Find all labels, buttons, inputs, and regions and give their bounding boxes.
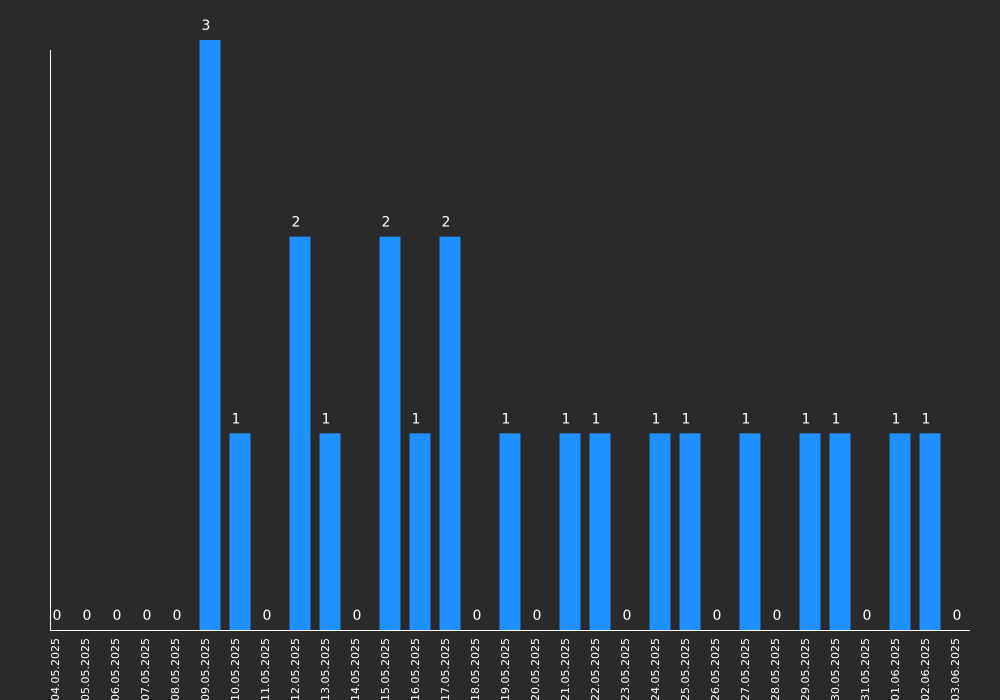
x-tick-label: 03.06.2025 [949, 638, 962, 700]
x-tick-label: 27.05.2025 [739, 638, 752, 700]
x-tick-label: 28.05.2025 [769, 638, 782, 700]
x-tick-label: 08.05.2025 [169, 638, 182, 700]
x-tick-label: 06.05.2025 [109, 638, 122, 700]
x-tick-label: 21.05.2025 [559, 638, 572, 700]
value-label-18.05.2025: 0 [473, 608, 482, 624]
x-tick-label: 24.05.2025 [649, 638, 662, 700]
x-tick-label: 17.05.2025 [439, 638, 452, 700]
x-tick-label: 02.06.2025 [919, 638, 932, 700]
x-tick-label: 26.05.2025 [709, 638, 722, 700]
x-tick-label: 04.05.2025 [49, 638, 62, 700]
value-label-28.05.2025: 0 [773, 608, 782, 624]
bar-21.05.2025 [559, 433, 581, 630]
value-label-02.06.2025: 1 [922, 411, 931, 427]
bar-27.05.2025 [739, 433, 761, 630]
bars-group [199, 40, 941, 630]
value-label-20.05.2025: 0 [533, 608, 542, 624]
bar-19.05.2025 [499, 433, 521, 630]
value-label-27.05.2025: 1 [742, 411, 751, 427]
value-label-15.05.2025: 2 [382, 215, 391, 231]
value-label-29.05.2025: 1 [802, 411, 811, 427]
value-label-08.05.2025: 0 [173, 608, 182, 624]
bar-10.05.2025 [229, 433, 251, 630]
x-tick-label: 15.05.2025 [379, 638, 392, 700]
bar-29.05.2025 [799, 433, 821, 630]
value-label-26.05.2025: 0 [713, 608, 722, 624]
bar-25.05.2025 [679, 433, 701, 630]
value-label-04.05.2025: 0 [53, 608, 62, 624]
value-label-12.05.2025: 2 [292, 215, 301, 231]
x-tick-label: 20.05.2025 [529, 638, 542, 700]
x-tick-label: 09.05.2025 [199, 638, 212, 700]
value-label-22.05.2025: 1 [592, 411, 601, 427]
bar-24.05.2025 [649, 433, 671, 630]
x-tick-label: 12.05.2025 [289, 638, 302, 700]
x-tick-label: 19.05.2025 [499, 638, 512, 700]
value-label-14.05.2025: 0 [353, 608, 362, 624]
value-label-16.05.2025: 1 [412, 411, 421, 427]
value-label-06.05.2025: 0 [113, 608, 122, 624]
bar-22.05.2025 [589, 433, 611, 630]
value-label-23.05.2025: 0 [623, 608, 632, 624]
x-tick-label: 25.05.2025 [679, 638, 692, 700]
value-label-24.05.2025: 1 [652, 411, 661, 427]
x-tick-label: 23.05.2025 [619, 638, 632, 700]
x-tick-label: 11.05.2025 [259, 638, 272, 700]
x-tick-label: 05.05.2025 [79, 638, 92, 700]
value-label-21.05.2025: 1 [562, 411, 571, 427]
x-tick-label: 30.05.2025 [829, 638, 842, 700]
value-label-09.05.2025: 3 [202, 18, 211, 34]
x-tick-label: 29.05.2025 [799, 638, 812, 700]
bar-15.05.2025 [379, 236, 401, 630]
bar-16.05.2025 [409, 433, 431, 630]
value-label-30.05.2025: 1 [832, 411, 841, 427]
value-label-17.05.2025: 2 [442, 215, 451, 231]
bar-30.05.2025 [829, 433, 851, 630]
x-tick-label: 01.06.2025 [889, 638, 902, 700]
x-tick-label: 10.05.2025 [229, 638, 242, 700]
bar-02.06.2025 [919, 433, 941, 630]
bar-13.05.2025 [319, 433, 341, 630]
bar-01.06.2025 [889, 433, 911, 630]
x-tick-labels-group: 04.05.2025 05.05.2025 06.05.2025 07.05.2025… [49, 638, 962, 700]
value-label-13.05.2025: 1 [322, 411, 331, 427]
x-tick-label: 22.05.2025 [589, 638, 602, 700]
x-tick-label: 07.05.2025 [139, 638, 152, 700]
x-tick-label: 13.05.2025 [319, 638, 332, 700]
bar-17.05.2025 [439, 236, 461, 630]
value-label-19.05.2025: 1 [502, 411, 511, 427]
bar-12.05.2025 [289, 236, 311, 630]
bar-09.05.2025 [199, 40, 221, 630]
value-label-10.05.2025: 1 [232, 411, 241, 427]
value-labels-group: 0 0 0 0 0 3 1 0 2 1 0 2 1 2 0 1 0 1 1 0 1 1 0 1 0 1 1 0 1 1 0 [53, 18, 962, 624]
value-label-01.06.2025: 1 [892, 411, 901, 427]
value-label-05.05.2025: 0 [83, 608, 92, 624]
value-label-03.06.2025: 0 [953, 608, 962, 624]
value-label-11.05.2025: 0 [263, 608, 272, 624]
x-tick-label: 14.05.2025 [349, 638, 362, 700]
x-tick-label: 18.05.2025 [469, 638, 482, 700]
x-tick-label: 16.05.2025 [409, 638, 422, 700]
value-label-25.05.2025: 1 [682, 411, 691, 427]
value-label-31.05.2025: 0 [863, 608, 872, 624]
value-label-07.05.2025: 0 [143, 608, 152, 624]
x-tick-label: 31.05.2025 [859, 638, 872, 700]
